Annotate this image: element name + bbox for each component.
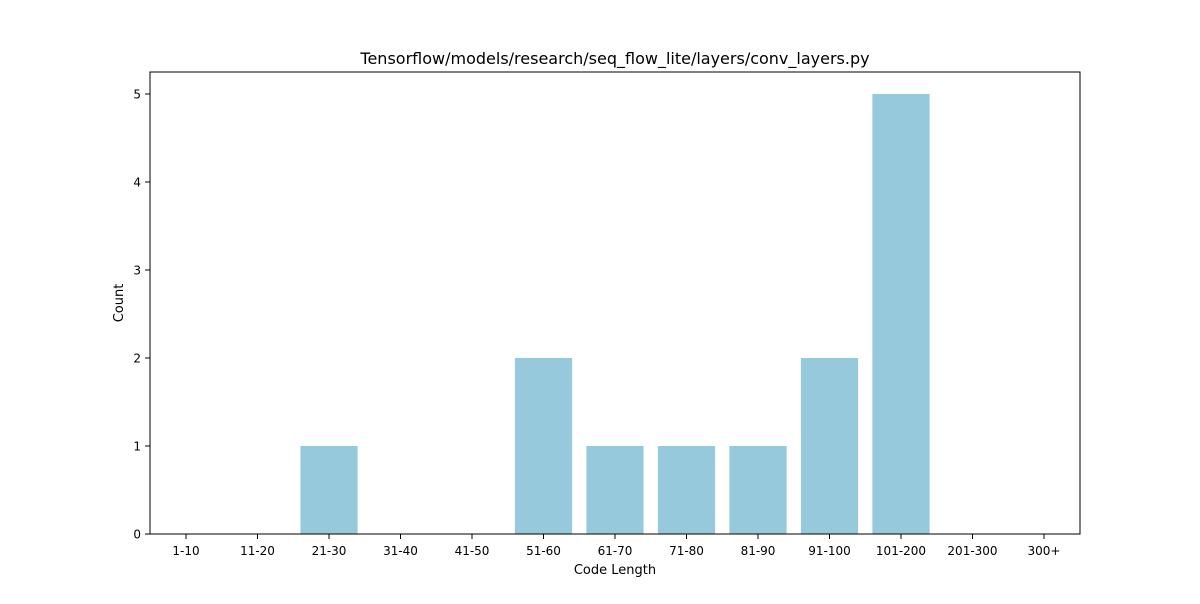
bar-51-60 <box>514 358 573 534</box>
bar-81-90 <box>729 446 787 534</box>
bar-61-70 <box>586 446 644 534</box>
x-tick-label: 201-300 <box>947 544 997 558</box>
bar-21-30 <box>300 446 358 534</box>
x-tick-label: 71-80 <box>669 544 704 558</box>
x-axis-ticks: 1-10 11-20 21-30 31-40 41-50 51-60 61-70 71-80 8… <box>172 534 1060 558</box>
x-tick-label: 51-60 <box>526 544 561 558</box>
bars <box>300 94 930 534</box>
x-axis-label: Code Length <box>574 563 656 578</box>
chart-title: Tensorflow/models/research/seq_flow_lite… <box>359 49 869 69</box>
x-tick-label: 21-30 <box>312 544 347 558</box>
x-tick-label: 300+ <box>1028 544 1061 558</box>
x-tick-label: 41-50 <box>455 544 490 558</box>
x-tick-label: 1-10 <box>172 544 199 558</box>
x-tick-label: 101-200 <box>876 544 926 558</box>
bar-71-80 <box>657 446 716 534</box>
y-tick-label: 5 <box>133 88 141 102</box>
y-axis-label: Count <box>112 284 127 323</box>
y-tick-label: 2 <box>133 352 141 366</box>
x-tick-label: 81-90 <box>741 544 776 558</box>
x-tick-label: 61-70 <box>598 544 633 558</box>
y-tick-label: 1 <box>133 440 141 454</box>
y-tick-label: 3 <box>133 264 141 278</box>
x-tick-label: 11-20 <box>240 544 275 558</box>
y-tick-label: 0 <box>133 528 141 542</box>
bar-91-100 <box>800 358 859 534</box>
bar-101-200 <box>872 94 930 534</box>
x-tick-label: 91-100 <box>808 544 851 558</box>
x-tick-label: 31-40 <box>383 544 418 558</box>
y-axis-ticks: 0 1 2 3 4 5 <box>133 88 150 542</box>
y-tick-label: 4 <box>133 176 141 190</box>
